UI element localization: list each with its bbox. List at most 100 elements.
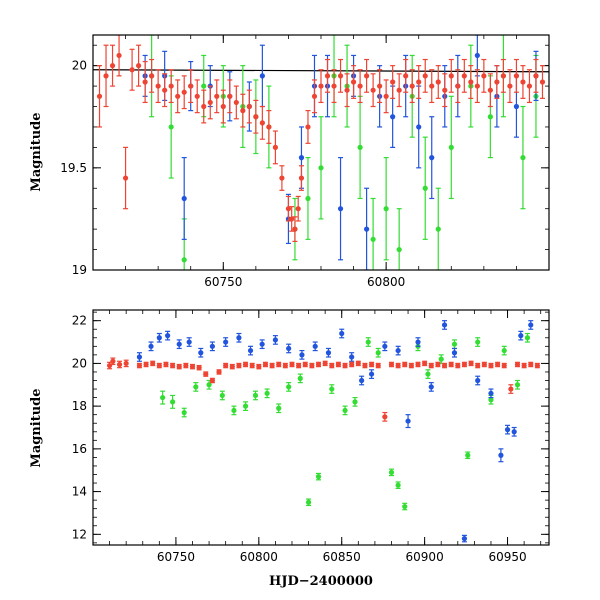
data-point	[272, 337, 278, 343]
data-point	[357, 83, 363, 89]
data-point	[148, 343, 154, 349]
data-point	[229, 364, 235, 370]
data-point	[461, 73, 467, 79]
bottom-panel-data	[106, 320, 540, 543]
data-point	[388, 469, 395, 475]
data-point	[488, 397, 494, 403]
data-point	[383, 93, 389, 99]
data-point	[305, 499, 312, 505]
data-point	[422, 185, 428, 191]
data-point	[455, 362, 461, 369]
data-point	[481, 361, 487, 368]
y-tick-label: 14	[72, 485, 87, 499]
data-point	[329, 362, 335, 369]
data-point	[299, 352, 305, 358]
data-point	[312, 343, 318, 349]
data-point	[325, 350, 332, 356]
top-panel-data	[93, 35, 549, 270]
data-point	[216, 369, 222, 375]
data-point	[395, 347, 401, 354]
data-point	[242, 403, 249, 409]
data-point	[513, 103, 520, 110]
data-point	[207, 99, 213, 106]
data-point	[295, 206, 301, 212]
data-point	[481, 73, 487, 79]
data-point	[526, 83, 533, 89]
data-point	[520, 79, 526, 85]
y-tick-label: 16	[72, 442, 87, 456]
data-point	[143, 361, 149, 368]
data-point	[298, 175, 305, 181]
data-point	[259, 341, 265, 347]
data-point	[223, 339, 229, 345]
data-point	[292, 226, 298, 232]
y-tick-label: 19.5	[60, 161, 87, 175]
top-panel-y-label: Magnitude	[29, 112, 44, 191]
data-point	[461, 361, 468, 368]
data-point	[122, 175, 129, 181]
y-tick-label: 22	[72, 314, 87, 328]
data-point	[168, 83, 174, 89]
data-point	[539, 79, 546, 85]
data-point	[236, 335, 242, 341]
data-point	[181, 89, 187, 95]
data-point	[156, 362, 162, 369]
series-red	[96, 35, 546, 242]
data-point	[365, 339, 371, 345]
data-point	[441, 322, 448, 328]
data-point	[296, 362, 302, 369]
data-point	[357, 144, 363, 150]
data-point	[231, 407, 237, 414]
bottom-panel-tick-labels: 60750 60800 60850 60900 60950 12 14 16 18 20 22	[72, 314, 527, 564]
data-point	[395, 362, 401, 369]
data-point	[169, 362, 176, 369]
data-point	[375, 350, 381, 356]
data-point	[514, 382, 521, 388]
data-point	[448, 361, 454, 368]
data-point	[375, 362, 381, 369]
data-point	[227, 93, 233, 99]
data-point	[416, 79, 422, 85]
data-point	[136, 354, 143, 360]
data-point	[96, 93, 103, 99]
data-point	[315, 361, 322, 368]
data-point	[142, 79, 148, 85]
data-point	[276, 361, 282, 368]
data-point	[494, 361, 501, 368]
data-point	[501, 347, 507, 354]
x-tick-label: 60800	[240, 550, 278, 564]
data-point	[408, 362, 414, 369]
data-point	[253, 114, 259, 120]
data-point	[435, 226, 441, 232]
data-point	[203, 371, 209, 377]
data-point	[528, 361, 534, 368]
data-point	[395, 482, 401, 488]
data-point	[442, 87, 448, 93]
data-point	[194, 93, 200, 99]
data-point	[468, 79, 474, 85]
data-point	[511, 429, 517, 435]
data-point	[129, 67, 135, 73]
data-point	[364, 73, 370, 79]
data-point	[322, 360, 328, 367]
data-point	[435, 361, 441, 368]
data-point	[390, 79, 396, 85]
data-point	[362, 362, 368, 369]
data-point	[109, 63, 116, 69]
data-point	[370, 87, 376, 93]
data-point	[311, 93, 318, 99]
x-tick-label: 60950	[488, 550, 526, 564]
data-point	[468, 360, 474, 367]
data-point	[500, 73, 506, 79]
data-point	[331, 83, 337, 89]
data-point	[262, 361, 269, 368]
data-point	[181, 257, 187, 263]
data-point	[514, 361, 521, 368]
data-point	[123, 360, 129, 367]
data-point	[214, 93, 220, 99]
y-tick-label: 20	[72, 356, 87, 370]
data-point	[181, 195, 187, 202]
series-green	[160, 332, 531, 511]
data-point	[160, 394, 166, 401]
data-point	[475, 339, 481, 345]
